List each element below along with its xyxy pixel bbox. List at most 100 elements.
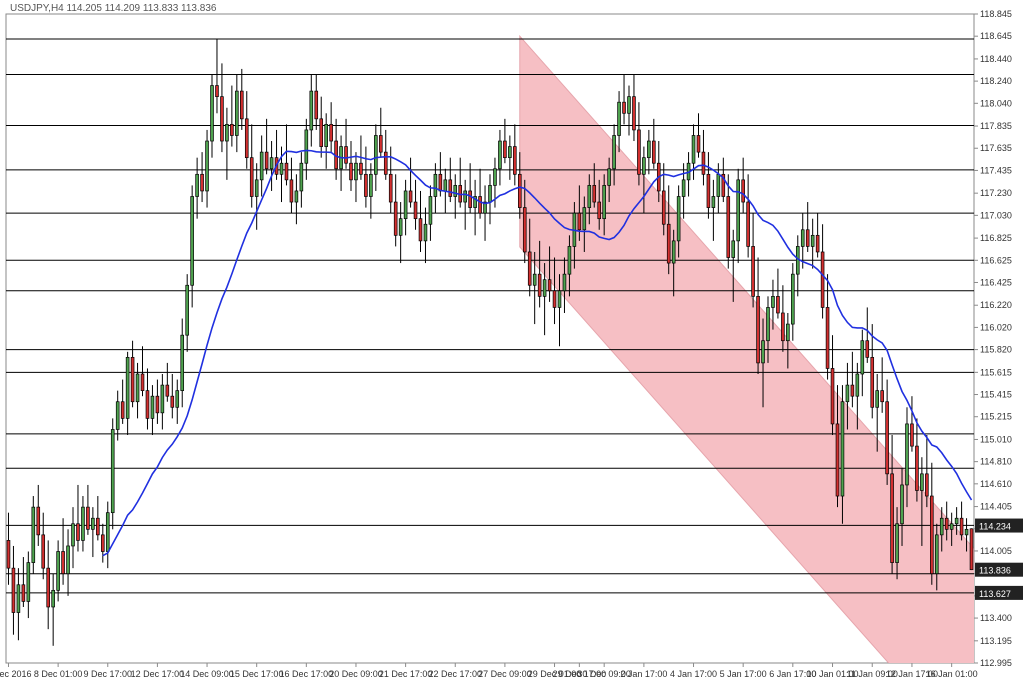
- candle: [409, 191, 412, 202]
- candle: [111, 429, 114, 512]
- candle: [17, 585, 20, 613]
- candle: [414, 202, 417, 219]
- x-tick-label: 16 Jan 01:00: [926, 669, 978, 679]
- y-tick-label: 118.645: [980, 31, 1012, 41]
- candle: [62, 552, 65, 574]
- candle: [950, 524, 953, 530]
- candle: [161, 385, 164, 413]
- y-tick-label: 116.220: [980, 300, 1012, 310]
- candle: [563, 274, 566, 291]
- candle: [434, 174, 437, 196]
- candle: [235, 91, 238, 135]
- candle: [618, 102, 621, 135]
- candle: [558, 291, 561, 308]
- x-tick-label: 6 Dec 2016: [0, 669, 32, 679]
- candle: [350, 163, 353, 180]
- candle: [747, 202, 750, 246]
- candle: [568, 246, 571, 274]
- candle: [538, 274, 541, 296]
- candle: [220, 97, 223, 141]
- y-tick-label: 116.020: [980, 322, 1012, 332]
- candle: [250, 158, 253, 197]
- candle: [523, 208, 526, 252]
- price-tag-label: 114.234: [979, 522, 1011, 532]
- y-tick-label: 113.195: [980, 636, 1012, 646]
- candle: [230, 124, 233, 135]
- candle: [77, 524, 80, 541]
- candle: [191, 196, 194, 285]
- candle: [12, 568, 15, 612]
- candle: [811, 235, 814, 246]
- candle: [846, 385, 849, 402]
- y-tick-label: 116.425: [980, 277, 1012, 287]
- candle: [449, 180, 452, 197]
- candle: [553, 291, 556, 308]
- x-tick-label: 16 Dec 17:00: [280, 669, 334, 679]
- candle: [593, 185, 596, 202]
- candle: [394, 202, 397, 235]
- candle: [136, 374, 139, 402]
- candle: [181, 335, 184, 390]
- candle: [469, 191, 472, 208]
- candle: [355, 163, 358, 180]
- forex-chart[interactable]: 112.995113.195113.400113.600113.800114.0…: [0, 0, 1024, 683]
- candle: [429, 196, 432, 224]
- price-tag-label: 113.627: [979, 589, 1011, 599]
- candle: [781, 313, 784, 341]
- x-tick-label: 2 Jan 17:00: [620, 669, 667, 679]
- candle: [37, 507, 40, 535]
- candle: [647, 141, 650, 158]
- candle: [717, 174, 720, 196]
- candle: [444, 180, 447, 191]
- x-tick-label: 21 Dec 17:00: [379, 669, 433, 679]
- candle: [831, 368, 834, 423]
- candle: [330, 124, 333, 141]
- candle: [856, 374, 859, 396]
- candle: [702, 152, 705, 174]
- candle: [290, 180, 293, 202]
- candle: [315, 91, 318, 119]
- candle: [816, 235, 819, 252]
- candle: [896, 524, 899, 563]
- candle: [479, 196, 482, 213]
- candle: [598, 202, 601, 219]
- candle: [692, 135, 695, 163]
- candle: [886, 402, 889, 474]
- x-tick-label: 12 Dec 17:00: [131, 669, 185, 679]
- candle: [965, 529, 968, 535]
- candle: [925, 474, 928, 496]
- candle: [295, 191, 298, 202]
- candle: [201, 174, 204, 191]
- candle: [216, 86, 219, 97]
- candle: [141, 374, 144, 391]
- candle: [752, 246, 755, 296]
- candle: [836, 424, 839, 496]
- y-tick-label: 113.400: [980, 613, 1012, 623]
- candle: [876, 391, 879, 408]
- x-tick-label: 22 Dec 17:00: [428, 669, 482, 679]
- candle: [707, 174, 710, 207]
- candle: [881, 391, 884, 402]
- candle: [613, 135, 616, 168]
- candle: [280, 163, 283, 174]
- candle: [52, 590, 55, 607]
- candle: [67, 546, 70, 574]
- candle: [489, 185, 492, 202]
- candle: [399, 219, 402, 236]
- candle: [906, 424, 909, 485]
- y-tick-label: 117.230: [980, 188, 1012, 198]
- candle: [776, 296, 779, 313]
- candle: [225, 124, 228, 141]
- candle: [240, 91, 243, 119]
- candle: [359, 163, 362, 174]
- x-tick-label: 5 Jan 17:00: [720, 669, 767, 679]
- candle: [682, 180, 685, 197]
- candle: [300, 163, 303, 191]
- candle: [528, 252, 531, 285]
- candle: [533, 274, 536, 285]
- candle: [91, 518, 94, 529]
- candle: [186, 285, 189, 335]
- candle: [27, 563, 30, 602]
- candle: [871, 357, 874, 407]
- candle: [101, 535, 104, 552]
